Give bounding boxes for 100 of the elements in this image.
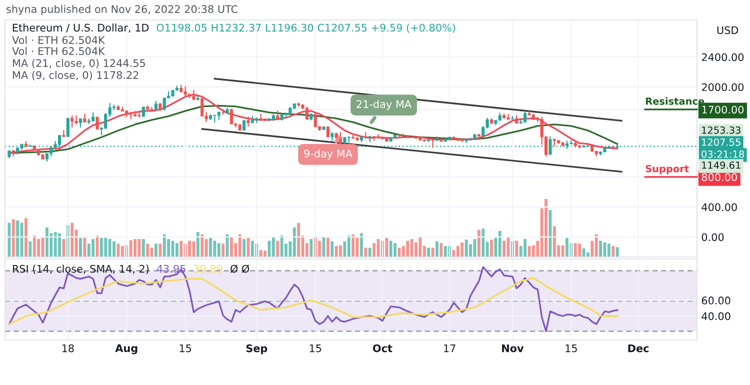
bar (524, 239, 527, 257)
bar (264, 250, 266, 257)
bar (616, 247, 619, 257)
bar (213, 240, 216, 257)
candlestick (62, 130, 66, 138)
y-tick-label: 0.00 (702, 233, 724, 242)
candlestick (431, 138, 434, 148)
line-series (8, 266, 618, 332)
bar (326, 238, 330, 257)
bar (120, 246, 124, 257)
annotation: 21-day MA (356, 100, 412, 110)
bar (552, 226, 556, 257)
bar (250, 240, 254, 257)
bar (238, 234, 242, 257)
bar (532, 245, 535, 257)
bar (406, 240, 410, 257)
x-tick-label: 17 (444, 344, 456, 352)
y-tick-label: 800.00 (702, 173, 737, 182)
bar (209, 238, 212, 257)
candlestick (142, 106, 145, 118)
x-tick-label: 15 (180, 344, 192, 352)
bar (16, 220, 20, 257)
candlestick (96, 116, 99, 130)
bar (108, 239, 112, 257)
bar (24, 218, 28, 257)
bar (92, 239, 95, 257)
bar (440, 243, 443, 257)
x-tick-label: Oct (372, 344, 392, 352)
candlestick (276, 110, 280, 121)
bar (394, 243, 397, 257)
bar (502, 240, 506, 257)
bar (272, 236, 275, 257)
bar (62, 239, 66, 257)
bar (28, 241, 32, 257)
candlestick (74, 114, 78, 126)
bar (112, 241, 116, 257)
bar (104, 238, 108, 257)
bar (436, 241, 438, 257)
annotation: MA (21, close, 0) 1244.55 (13, 58, 145, 68)
candlestick (92, 112, 95, 122)
bar (482, 228, 485, 257)
x-tick-label: Nov (502, 344, 524, 352)
x-tick-label: Dec (628, 344, 649, 352)
bar (37, 239, 40, 257)
bar (460, 242, 464, 257)
annotation: 9-day MA (304, 149, 352, 160)
chart-title: RSI (14, close, SMA, 14, 2) (12, 264, 149, 274)
bar (292, 227, 296, 257)
candlestick (213, 114, 216, 124)
bar (330, 241, 334, 257)
annotation: Vol · ETH 62.504K (12, 36, 106, 44)
bar (12, 219, 15, 257)
bar (297, 222, 300, 257)
bar (318, 240, 322, 257)
annotation: 39.89 (194, 264, 222, 273)
bar (389, 240, 392, 257)
chart-title: Ethereum / U.S. Dollar, 1D (12, 24, 149, 33)
bar (515, 240, 518, 257)
bar (456, 246, 460, 257)
annotation: MA (9, close, 0) 1178.22 (13, 70, 138, 80)
bar (385, 238, 388, 257)
bar (490, 240, 493, 257)
bar (594, 234, 598, 257)
bar (477, 230, 480, 257)
bar (574, 243, 577, 257)
bar (142, 239, 145, 257)
text: 1149.61 (702, 161, 740, 169)
bar (548, 210, 552, 257)
bar (561, 245, 564, 257)
annotation: Ø Ø (230, 264, 250, 273)
bar (339, 245, 342, 257)
bar (276, 240, 280, 257)
bar (138, 239, 141, 257)
text: 1207.55 (702, 138, 740, 146)
candlestick (150, 106, 154, 112)
bar (242, 239, 246, 257)
bar (196, 232, 200, 257)
text: 03:21:18 (702, 150, 744, 158)
bar (188, 240, 191, 257)
bar (154, 244, 158, 257)
bar (372, 243, 376, 257)
bar (129, 240, 132, 257)
bar (175, 243, 178, 257)
candlestick (242, 120, 246, 132)
x-tick-label: 15 (310, 344, 322, 352)
bar (607, 244, 610, 257)
y-tick-label: 2400.00 (702, 53, 744, 62)
x-tick-label: Aug (115, 344, 138, 354)
candlestick (314, 113, 317, 128)
bar (418, 236, 422, 257)
bar (200, 234, 204, 257)
bar (58, 233, 61, 257)
bar (334, 246, 338, 257)
bar (146, 244, 150, 257)
bar (158, 244, 162, 257)
candlestick (70, 114, 74, 128)
bar (498, 230, 502, 257)
bar (578, 244, 582, 257)
y-tick-label: 1700.00 (702, 106, 744, 114)
bar (150, 248, 154, 257)
